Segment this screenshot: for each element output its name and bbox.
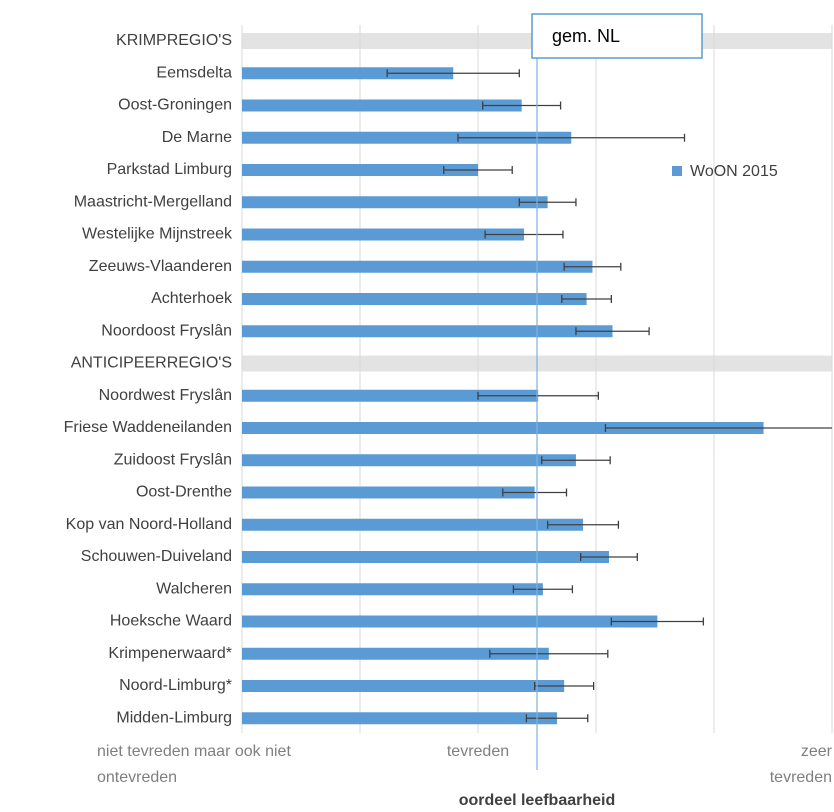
category-label: Oost-Groningen [118,97,232,114]
category-label: Parkstad Limburg [107,161,232,178]
x-tick-label: niet tevreden maar ook niet ontevreden [97,743,291,786]
category-label: Midden-Limburg [116,709,232,726]
category-label: Friese Waddeneilanden [64,419,232,436]
category-label: Hoeksche Waard [110,613,232,630]
category-label: Eemsdelta [156,64,232,81]
category-label: KRIMPREGIO'S [116,32,232,49]
category-label: ANTICIPEERREGIO'S [71,355,232,372]
bar [242,518,584,531]
bar [242,325,613,338]
x-tick-label: zeer tevreden [769,743,832,786]
category-label: Achterhoek [151,290,233,307]
x-tick-label: tevreden [446,743,510,760]
legend-swatch [672,166,682,176]
bar [242,647,549,660]
bar [242,164,478,176]
x-axis-title: oordeel leefbaarheid [459,792,616,809]
reference-label: gem. NL [552,26,620,46]
category-label: Schouwen-Duiveland [81,548,232,565]
bar [242,680,565,692]
category-label: Noordoost Fryslân [101,322,232,339]
category-label: De Marne [162,129,232,146]
reference-box [531,13,703,59]
bar [242,422,764,434]
category-label: Noordwest Fryslân [99,387,232,404]
category-label: Zuidoost Fryslân [114,451,232,468]
bar [242,196,548,209]
bar [242,615,658,628]
category-label: Krimpenerwaard* [108,645,232,662]
bar [242,454,576,467]
bar [242,712,558,725]
category-label: Zeeuws-Vlaanderen [89,258,232,275]
bar [242,551,609,563]
category-label: Westelijke Mijnstreek [82,226,233,243]
category-label: Walcheren [156,580,232,597]
category-label: Kop van Noord-Holland [66,516,232,533]
bar [242,486,535,499]
category-label: Noord-Limburg* [119,677,232,694]
bar [242,99,522,112]
bar [242,67,454,80]
bar [242,228,525,241]
category-label: Maastricht-Mergelland [74,193,232,210]
bar [242,389,539,402]
bar [242,583,543,596]
category-label: Oost-Drenthe [136,484,232,501]
bar [242,131,572,144]
bar [242,293,587,305]
bar [242,260,593,273]
legend-label: WoON 2015 [690,163,778,180]
bars [242,67,832,725]
